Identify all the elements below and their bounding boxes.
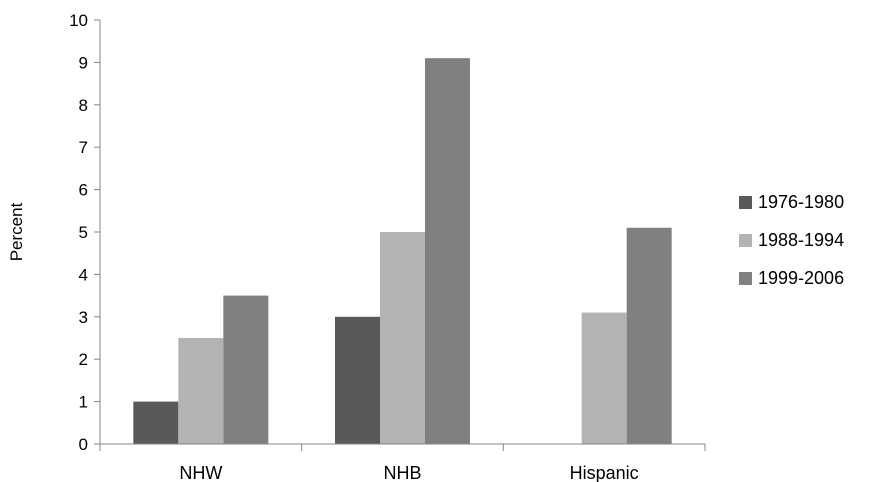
legend-item: 1999-2006 xyxy=(739,267,844,290)
legend-swatch xyxy=(739,234,752,247)
y-tick-label: 0 xyxy=(79,435,88,454)
bar xyxy=(582,313,627,444)
y-tick-label: 8 xyxy=(79,96,88,115)
x-category-label: Hispanic xyxy=(570,463,639,482)
bar xyxy=(335,317,380,444)
bar xyxy=(178,338,223,444)
bar xyxy=(380,232,425,444)
x-category-label: NHB xyxy=(383,463,421,482)
legend-swatch xyxy=(739,196,752,209)
legend-label: 1988-1994 xyxy=(758,230,844,251)
bar xyxy=(627,228,672,444)
legend-item: 1976-1980 xyxy=(739,191,844,214)
y-tick-label: 5 xyxy=(79,223,88,242)
y-tick-label: 10 xyxy=(69,11,88,30)
y-tick-label: 7 xyxy=(79,138,88,157)
bars xyxy=(133,58,671,444)
y-tick-label: 3 xyxy=(79,308,88,327)
bar xyxy=(425,58,470,444)
legend-swatch xyxy=(739,272,752,285)
x-axis: NHW NHB Hispanic xyxy=(100,444,705,482)
legend: 1976-1980 1988-1994 1999-2006 xyxy=(739,191,844,305)
y-tick-label: 2 xyxy=(79,350,88,369)
y-axis-title: Percent xyxy=(7,202,26,261)
y-axis: 0 1 2 3 4 5 6 7 8 9 10 xyxy=(69,11,100,454)
bar xyxy=(223,296,268,444)
y-tick-label: 4 xyxy=(79,265,88,284)
legend-item: 1988-1994 xyxy=(739,229,844,252)
x-category-label: NHW xyxy=(179,463,222,482)
legend-label: 1976-1980 xyxy=(758,192,844,213)
bar xyxy=(133,402,178,444)
legend-label: 1999-2006 xyxy=(758,268,844,289)
y-tick-label: 1 xyxy=(79,393,88,412)
y-tick-label: 9 xyxy=(79,53,88,72)
y-tick-label: 6 xyxy=(79,181,88,200)
